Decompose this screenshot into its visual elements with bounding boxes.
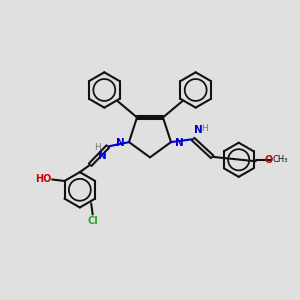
Text: Cl: Cl [87,216,98,226]
Text: CH₃: CH₃ [272,155,288,164]
Text: N: N [175,138,184,148]
Text: O: O [265,155,273,165]
Text: N: N [98,151,106,161]
Text: N: N [116,138,125,148]
Text: N: N [194,125,203,135]
Text: H: H [94,143,100,152]
Text: H: H [201,124,208,133]
Text: HO: HO [35,175,52,184]
